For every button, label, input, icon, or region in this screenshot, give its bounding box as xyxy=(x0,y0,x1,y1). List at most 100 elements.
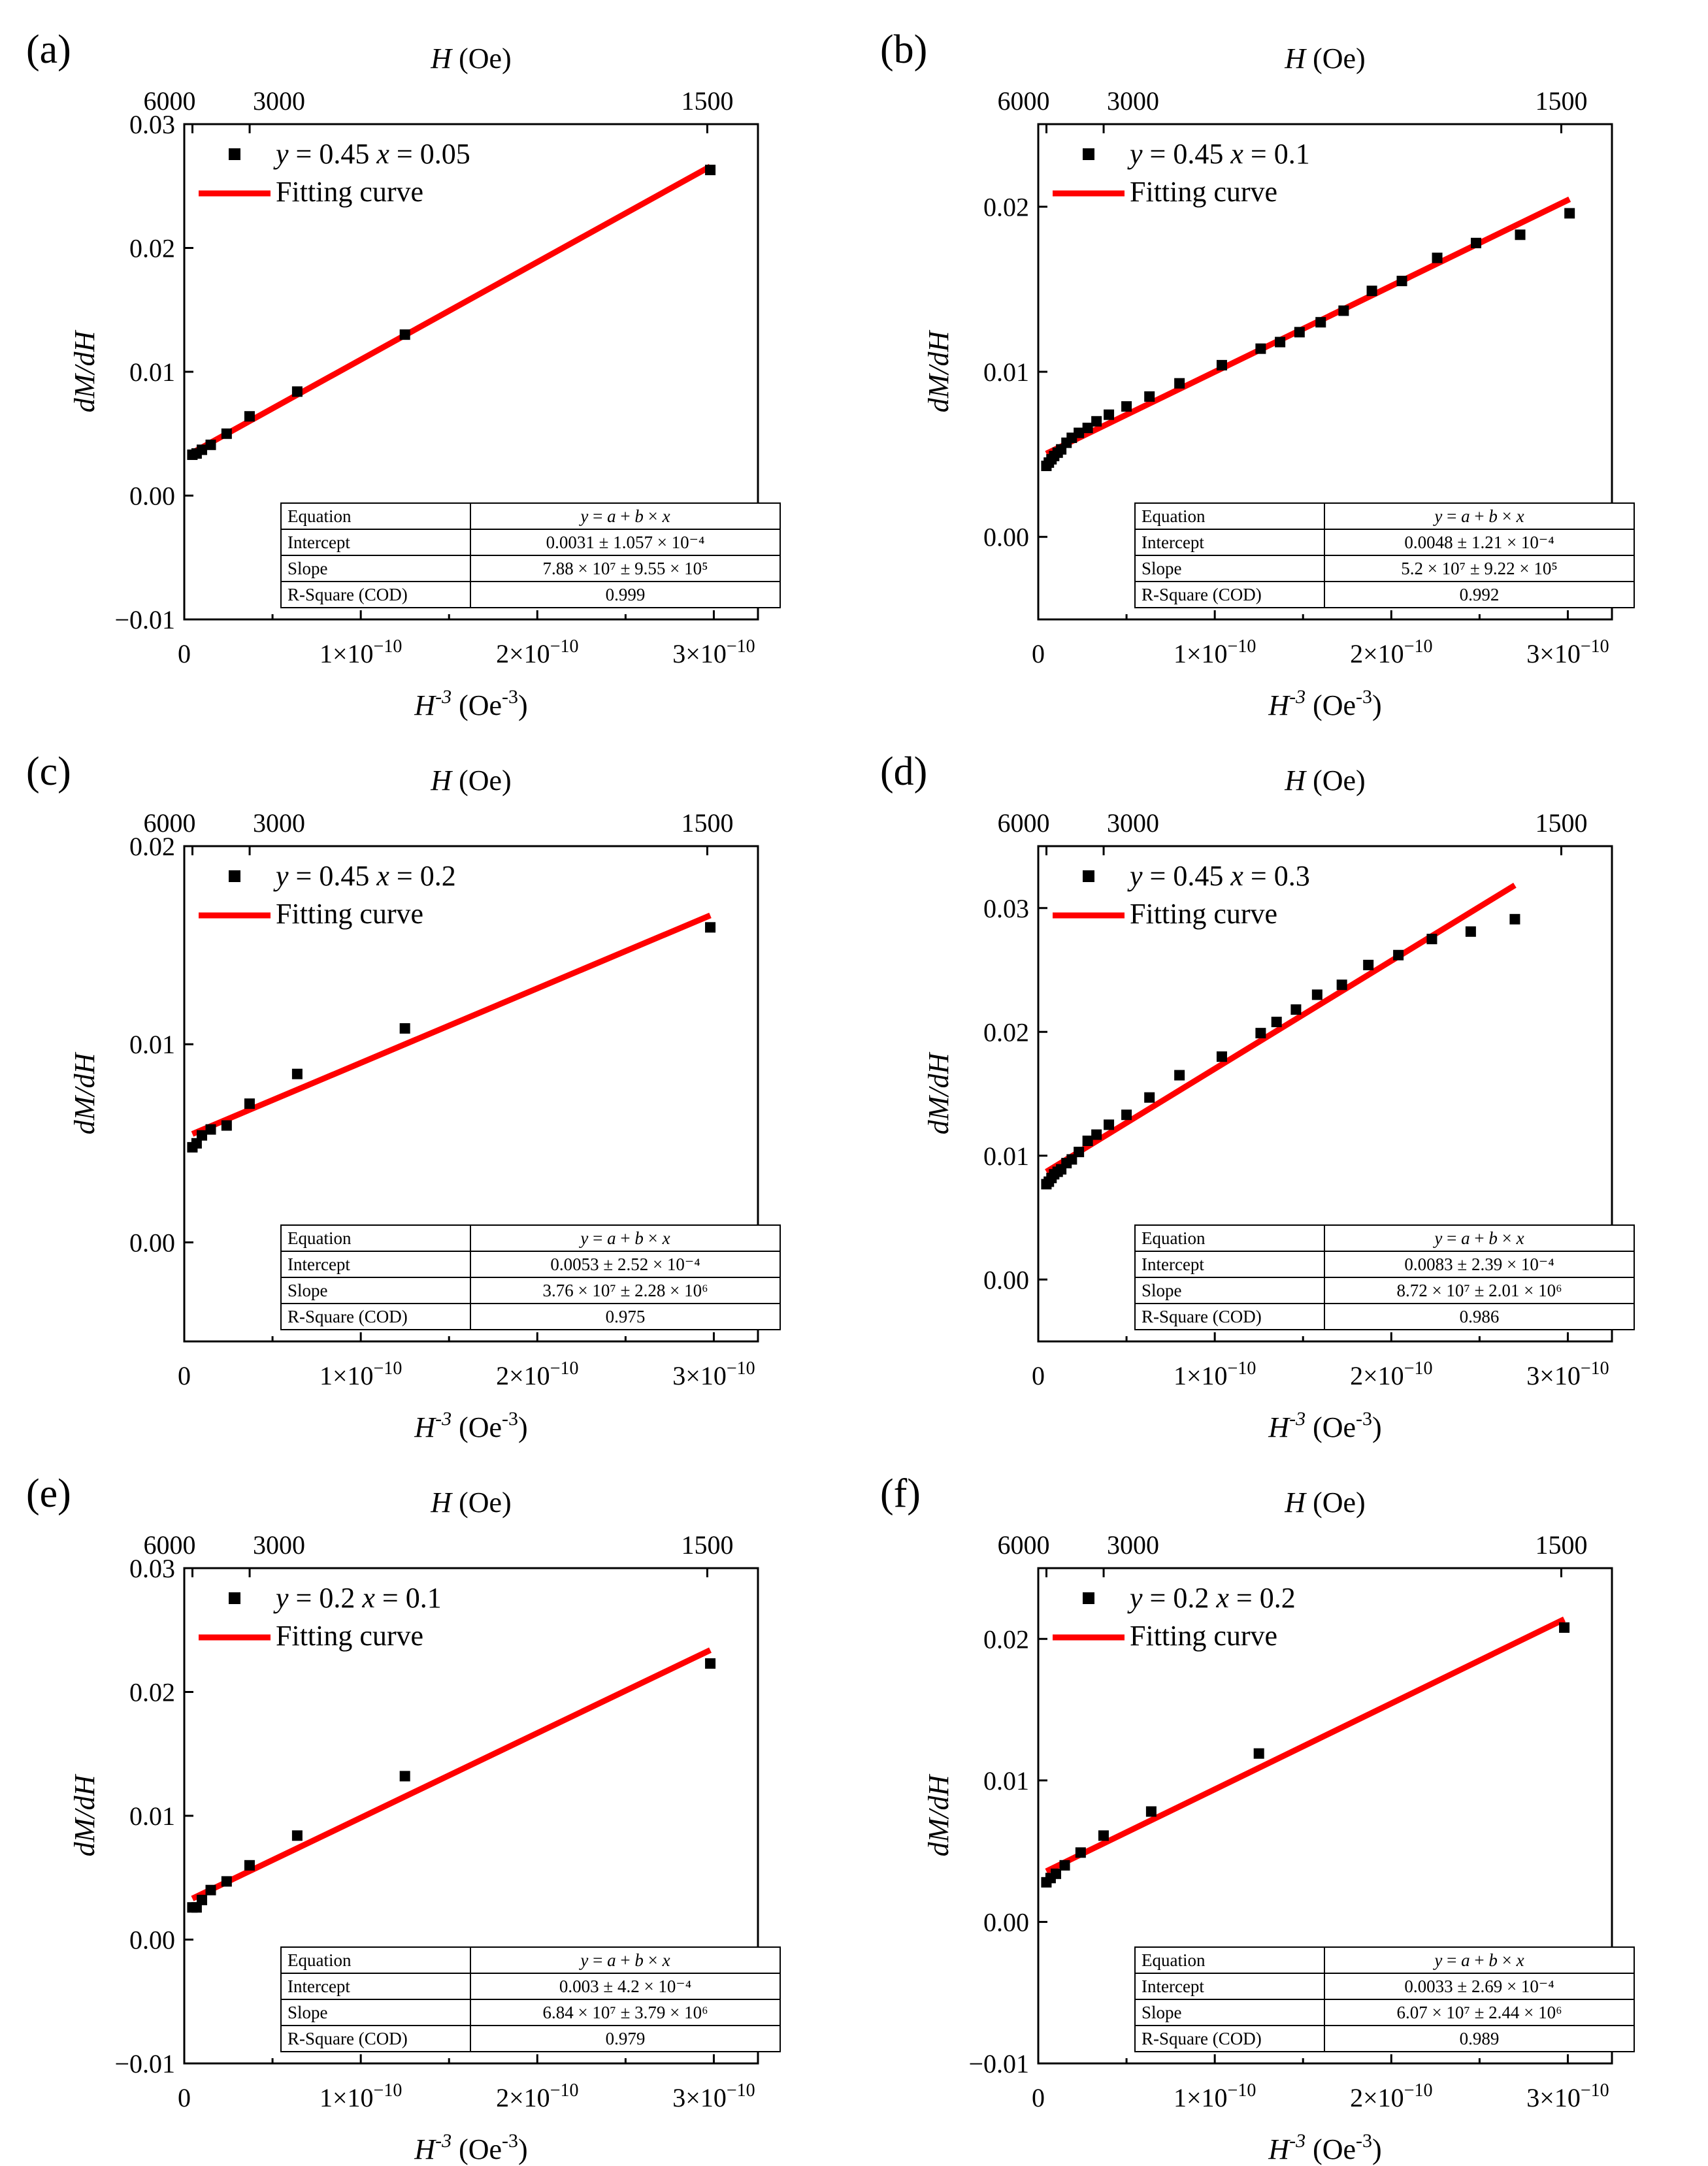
data-point xyxy=(1082,422,1093,433)
y-tick-label: 0.00 xyxy=(983,1265,1029,1294)
data-point xyxy=(291,1068,303,1079)
top-tick-label: 6000 xyxy=(998,86,1050,116)
data-point xyxy=(244,411,255,422)
stats-table: Equation y = a + b × x Intercept 0.0033 ± 2… xyxy=(1134,1946,1635,2052)
stats-table: Equation y = a + b × x Intercept 0.003 ± 4.… xyxy=(280,1946,781,2052)
data-point xyxy=(705,1658,716,1669)
stats-table-value: 5.2 × 10⁷ ± 9.22 × 10⁵ xyxy=(1401,559,1558,578)
y-tick-label: 0.01 xyxy=(983,1141,1029,1171)
x-tick-label: 3×10−10 xyxy=(1526,2080,1609,2112)
chart-svg-f: (f) H (Oe) 6000 3000 1500 0 1×10−10 2×10−10 3×10… xyxy=(880,1471,1635,2165)
stats-table-key: Intercept xyxy=(1141,1977,1204,1996)
x-axis-title: H-3 (Oe-3) xyxy=(1268,686,1381,721)
legend-series-label: y = 0.45 x = 0.1 xyxy=(1127,138,1310,170)
stats-table-value: 0.986 xyxy=(1460,1307,1500,1326)
stats-table-key: R-Square (COD) xyxy=(1141,1307,1262,1326)
chart-panel-a: (a) H (Oe) 6000 3000 1500 0 1×10−10 2×10−10 3×10… xyxy=(0,0,854,722)
data-point xyxy=(197,1130,208,1141)
legend-marker xyxy=(229,870,240,882)
stats-table-key: R-Square (COD) xyxy=(1141,2029,1262,2048)
data-point xyxy=(705,922,716,933)
data-point xyxy=(1465,926,1476,937)
top-tick-label: 1500 xyxy=(681,1530,733,1560)
y-tick-label: 0.02 xyxy=(129,1678,175,1707)
x-tick-label: 3×10−10 xyxy=(1526,636,1609,668)
top-axis-title: H (Oe) xyxy=(430,42,511,74)
stats-table-value: y = a + b × x xyxy=(1432,1228,1524,1248)
data-point xyxy=(1075,1847,1086,1858)
data-point xyxy=(1091,1129,1102,1140)
stats-table-value: 6.84 × 10⁷ ± 3.79 × 10⁶ xyxy=(542,2003,708,2022)
data-point xyxy=(1396,276,1407,287)
data-point xyxy=(1144,391,1155,402)
data-point xyxy=(1074,1147,1085,1158)
data-point xyxy=(1098,1830,1109,1841)
data-point xyxy=(1104,409,1115,420)
data-point xyxy=(1174,378,1185,389)
stats-table: Equation y = a + b × x Intercept 0.0083 ± 2… xyxy=(1134,1224,1635,1330)
legend-marker xyxy=(229,1592,240,1604)
top-axis-title: H (Oe) xyxy=(430,764,511,796)
fit-line xyxy=(191,1647,712,1901)
panel-label: (d) xyxy=(880,749,927,794)
stats-table-value: y = a + b × x xyxy=(1432,506,1524,526)
data-point xyxy=(1315,317,1326,328)
y-tick-label: 0.01 xyxy=(983,1766,1029,1796)
stats-table-key: Intercept xyxy=(287,1977,350,1996)
x-axis-title: H-3 (Oe-3) xyxy=(1268,2130,1381,2165)
x-tick-label: 2×10−10 xyxy=(496,2080,578,2112)
stats-table-key: R-Square (COD) xyxy=(287,1307,408,1326)
chart-panel-d: (d) H (Oe) 6000 3000 1500 0 1×10−10 2×10−10 3×10… xyxy=(854,722,1708,1444)
y-tick-label: 0.00 xyxy=(129,1926,175,1955)
stats-table-value: 0.975 xyxy=(606,1307,646,1326)
legend-series-label: y = 0.45 x = 0.05 xyxy=(273,138,470,170)
stats-table-key: Equation xyxy=(287,1228,352,1248)
data-point xyxy=(291,386,303,397)
plot-frame xyxy=(183,845,759,1343)
data-point xyxy=(1145,1806,1157,1817)
x-tick-label: 1×10−10 xyxy=(320,2080,402,2112)
y-tick-label: −0.01 xyxy=(114,605,175,634)
legend-marker xyxy=(1083,1592,1094,1604)
panel-label: (c) xyxy=(26,749,71,794)
y-axis-title: dM/dH xyxy=(69,1773,101,1856)
data-point xyxy=(1432,252,1443,263)
y-tick-label: −0.01 xyxy=(114,2049,175,2078)
y-tick-label: 0.01 xyxy=(129,357,175,387)
data-point xyxy=(1255,343,1266,354)
stats-table-key: Equation xyxy=(287,506,352,526)
panel-label: (b) xyxy=(880,27,927,72)
legend-fit-label: Fitting curve xyxy=(276,898,423,930)
y-tick-label: 0.00 xyxy=(129,482,175,511)
legend-marker xyxy=(229,148,240,160)
y-tick-label: 0.01 xyxy=(983,357,1029,387)
stats-table-key: Equation xyxy=(1141,1228,1206,1248)
stats-table-value: y = a + b × x xyxy=(578,1950,670,1970)
y-axis-title: dM/dH xyxy=(69,329,101,412)
x-tick-label: 0 xyxy=(178,2083,191,2112)
data-point xyxy=(221,428,232,439)
top-tick-label: 3000 xyxy=(1107,808,1159,838)
data-point xyxy=(1336,979,1347,991)
y-tick-label: 0.00 xyxy=(983,1907,1029,1937)
stats-table-key: Slope xyxy=(1141,2003,1182,2022)
stats-table-value: 0.0033 ± 2.69 × 10⁻⁴ xyxy=(1404,1977,1554,1996)
data-point xyxy=(1470,237,1481,248)
x-tick-label: 0 xyxy=(1032,1361,1045,1390)
top-axis-title: H (Oe) xyxy=(1284,1486,1365,1518)
panel-label: (a) xyxy=(26,27,71,72)
top-tick-label: 1500 xyxy=(681,86,733,116)
data-point xyxy=(1311,989,1322,1000)
top-tick-label: 3000 xyxy=(253,1530,305,1560)
stats-table-key: R-Square (COD) xyxy=(1141,585,1262,604)
top-tick-label: 1500 xyxy=(1535,808,1587,838)
stats-table-key: R-Square (COD) xyxy=(287,2029,408,2048)
data-point xyxy=(1564,208,1575,219)
fit-line xyxy=(191,163,712,455)
stats-table-value: 0.0048 ± 1.21 × 10⁻⁴ xyxy=(1404,533,1554,552)
x-tick-label: 2×10−10 xyxy=(496,1358,578,1390)
top-tick-label: 3000 xyxy=(1107,1530,1159,1560)
chart-panel-f: (f) H (Oe) 6000 3000 1500 0 1×10−10 2×10−10 3×10… xyxy=(854,1444,1708,2166)
chart-svg-b: (b) H (Oe) 6000 3000 1500 0 1×10−10 2×10−10 3×10… xyxy=(880,27,1635,721)
stats-table-key: Equation xyxy=(287,1950,352,1970)
